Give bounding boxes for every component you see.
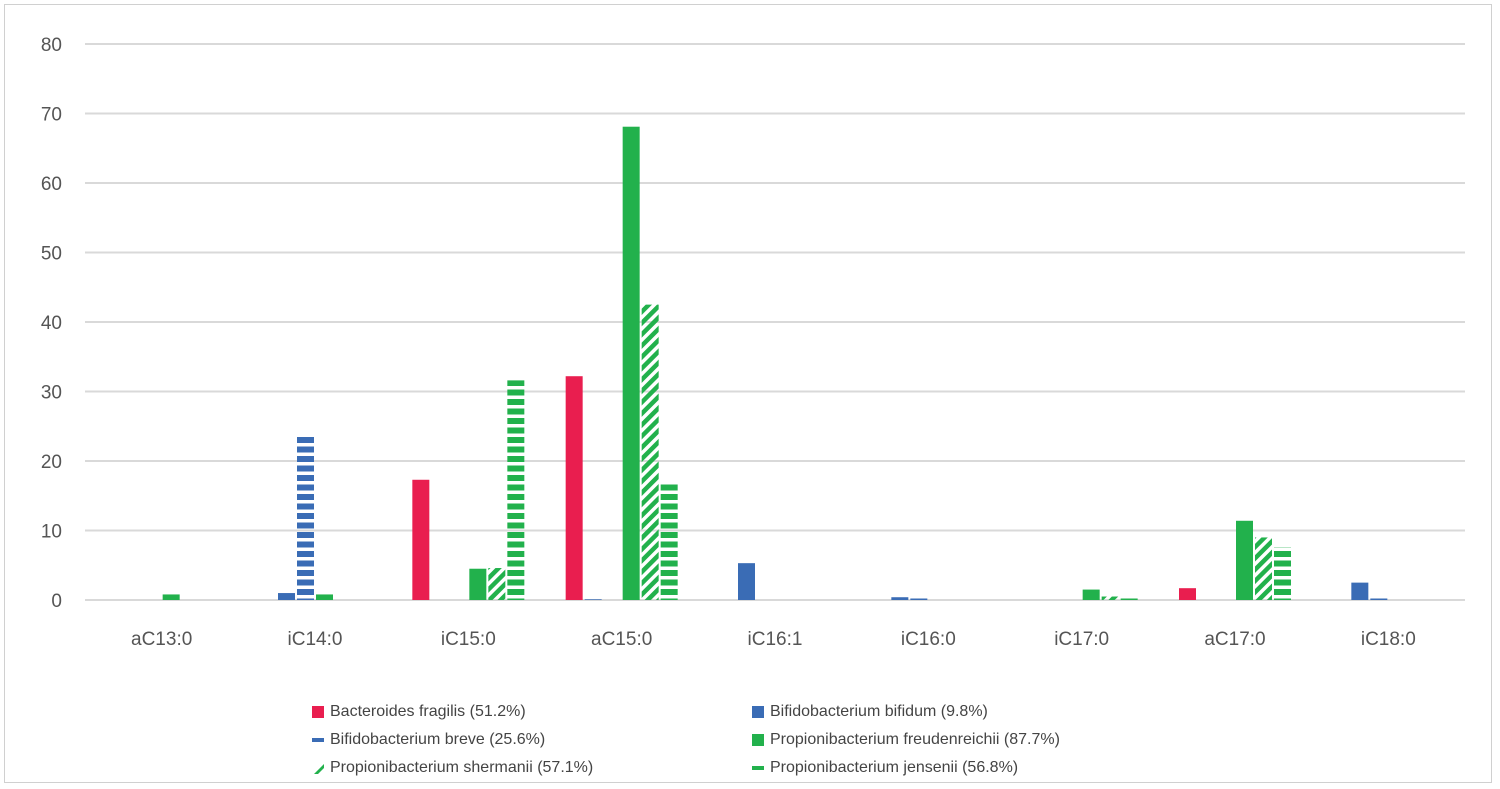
bar — [584, 599, 602, 600]
legend-swatch — [312, 738, 324, 742]
x-tick-label: iC18:0 — [1361, 629, 1416, 650]
x-tick-label: aC15:0 — [591, 629, 652, 650]
bar — [622, 126, 640, 600]
bar — [1274, 547, 1291, 600]
legend: Bacteroides fragilis (51.2%) Bifidobacter… — [312, 700, 1212, 780]
legend-item: Bifidobacterium bifidum (9.8%) — [752, 700, 1192, 724]
y-tick-label: 60 — [41, 174, 62, 195]
legend-item: Propionibacterium shermanii (57.1%) — [312, 756, 752, 780]
x-tick-label: aC13:0 — [131, 629, 192, 650]
x-tick-label: aC17:0 — [1204, 629, 1265, 650]
bar — [1255, 537, 1272, 600]
bar — [660, 483, 678, 600]
x-tick-label: iC15:0 — [441, 629, 496, 650]
y-tick-label: 80 — [41, 35, 62, 56]
legend-item: Propionibacterium jensenii (56.8%) — [752, 756, 1192, 780]
legend-label: Propionibacterium jensenii (56.8%) — [770, 759, 1019, 776]
bar — [1101, 596, 1119, 600]
legend-swatch — [752, 706, 764, 718]
legend-swatch — [314, 764, 324, 774]
legend-label: Propionibacterium freudenreichii (87.7%) — [770, 731, 1060, 748]
bar — [1236, 520, 1253, 600]
bar — [162, 594, 180, 600]
y-tick-label: 70 — [41, 105, 62, 126]
legend-label: Bifidobacterium breve (25.6%) — [330, 731, 546, 748]
bar — [565, 376, 583, 600]
bar — [1370, 597, 1388, 600]
x-tick-label: iC14:0 — [288, 629, 343, 650]
chart-frame — [4, 4, 1492, 783]
legend-label: Propionibacterium shermanii (57.1%) — [330, 759, 594, 776]
bar — [1351, 582, 1369, 600]
x-tick-label: iC16:0 — [901, 629, 956, 650]
bar — [1082, 589, 1100, 600]
legend-swatch — [312, 706, 324, 718]
legend-item: Bacteroides fragilis (51.2%) — [312, 700, 752, 724]
y-tick-label: 10 — [41, 522, 62, 543]
bar — [641, 304, 659, 600]
bar-chart: 0 10 20 30 40 50 60 70 80 aC13:0 iC14:0 iC15:0 aC15:… — [41, 35, 1465, 650]
legend-item: Propionibacterium freudenreichii (87.7%) — [752, 728, 1192, 752]
legend-label: Bacteroides fragilis (51.2%) — [330, 703, 526, 720]
legend-label: Bifidobacterium bifidum (9.8%) — [770, 703, 988, 720]
bar — [412, 479, 430, 600]
y-tick-label: 20 — [41, 452, 62, 473]
bar — [278, 593, 295, 600]
bar — [738, 563, 755, 600]
y-tick-label: 0 — [51, 591, 62, 612]
y-tick-label: 40 — [41, 313, 62, 334]
x-tick-label: iC17:0 — [1054, 629, 1109, 650]
bar — [891, 597, 909, 600]
bar — [1120, 597, 1138, 600]
legend-swatch — [752, 734, 764, 746]
legend-swatch — [752, 766, 764, 770]
x-tick-label: iC16:1 — [748, 629, 803, 650]
bar — [316, 594, 333, 600]
y-tick-label: 30 — [41, 383, 62, 404]
y-tick-label: 50 — [41, 244, 62, 265]
legend-item: Bifidobacterium breve (25.6%) — [312, 728, 752, 752]
bar — [297, 435, 314, 600]
bar — [488, 568, 506, 600]
bar — [469, 568, 487, 600]
bar — [1179, 588, 1196, 600]
bar — [910, 597, 928, 600]
bar — [507, 380, 525, 600]
